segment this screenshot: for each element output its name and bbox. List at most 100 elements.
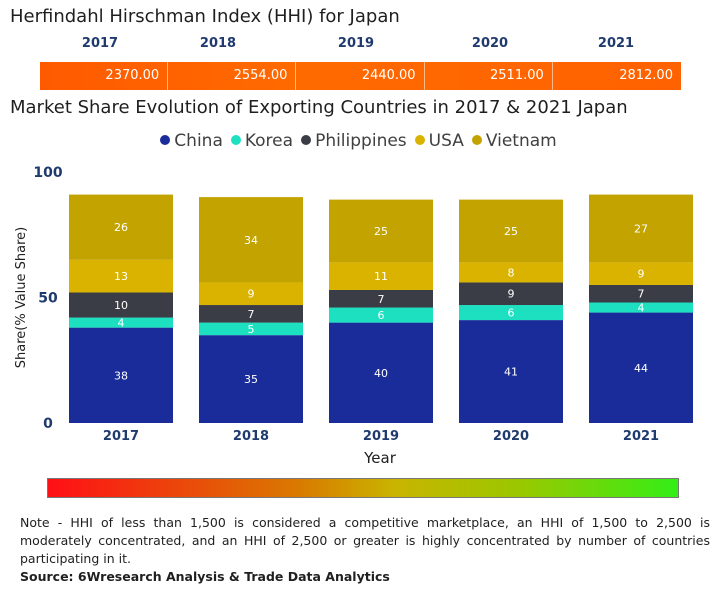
y-tick-label: 50 (38, 291, 58, 307)
hhi-value-bar: 2370.00 2554.00 2440.00 2511.00 2812.00 (40, 62, 681, 90)
bar-segment-philippines (459, 282, 563, 306)
bar-segment-china (589, 312, 693, 423)
hhi-segment: 2812.00 (553, 62, 681, 90)
note-text: Note - HHI of less than 1,500 is conside… (20, 515, 710, 566)
data-label: 26 (114, 221, 128, 234)
data-label: 25 (504, 225, 518, 238)
bar-segment-philippines (329, 289, 433, 308)
data-label: 40 (374, 367, 388, 380)
legend-item-korea: Korea (230, 131, 294, 151)
legend-item-usa: USA (414, 131, 464, 151)
y-axis-label: Share(% Value Share) (14, 227, 29, 369)
data-label: 6 (508, 307, 515, 320)
bar-segment-china (459, 320, 563, 423)
bar-segment-korea (459, 305, 563, 321)
bar-segment-vietnam (589, 194, 693, 263)
hhi-year-label: 2018 (199, 36, 237, 51)
y-tick-label: 100 (33, 165, 62, 181)
bar-segment-philippines (589, 284, 693, 303)
source-text: Source: 6Wresearch Analysis & Trade Data… (20, 569, 390, 584)
bar-segment-philippines (69, 292, 173, 318)
chart-title: Market Share Evolution of Exporting Coun… (10, 97, 628, 118)
x-tick-label: 2021 (623, 429, 659, 444)
bar-segment-vietnam (69, 194, 173, 260)
legend-item-china: China (160, 131, 223, 151)
legend-marker (414, 135, 425, 145)
data-label: 25 (374, 225, 388, 238)
data-label: 4 (118, 317, 125, 330)
bar-segment-korea (329, 307, 433, 323)
bar-segment-china (199, 335, 303, 423)
bar-segment-usa (69, 259, 173, 293)
data-label: 44 (634, 362, 648, 375)
data-label: 4 (638, 302, 645, 315)
data-label: 38 (114, 369, 128, 382)
hhi-year-label: 2017 (81, 36, 119, 51)
data-label: 7 (638, 288, 645, 301)
data-label: 6 (378, 309, 385, 322)
x-tick-label: 2018 (233, 429, 269, 444)
legend-marker (301, 135, 312, 145)
data-label: 9 (508, 288, 515, 301)
data-label: 27 (634, 222, 648, 235)
hhi-year-label: 2020 (471, 36, 509, 51)
bar-segment-korea (69, 317, 173, 328)
data-label: 9 (248, 288, 255, 301)
legend-label: Philippines (315, 131, 407, 151)
bar-segment-china (69, 327, 173, 423)
bar-segment-korea (199, 322, 303, 336)
stacked-bar-chart: 0 50 100 Share(% Value Share) 38 4 10 13 26 2017 3… (14, 165, 693, 467)
data-label: 34 (244, 234, 258, 247)
hhi-segment: 2511.00 (425, 62, 553, 90)
legend-label: USA (428, 131, 464, 151)
data-label: 41 (504, 366, 518, 379)
hhi-value: 2554.00 (233, 68, 288, 83)
bar-segment-china (329, 322, 433, 423)
hhi-title: Herfindahl Hirschman Index (HHI) for Jap… (10, 6, 400, 27)
hhi-value: 2440.00 (361, 68, 416, 83)
hhi-segment: 2440.00 (296, 62, 425, 90)
y-tick-label: 0 (43, 416, 53, 432)
bar-segment-usa (199, 282, 303, 306)
bar-segment-philippines (199, 305, 303, 323)
legend-marker (230, 135, 241, 145)
hhi-segment: 2370.00 (40, 62, 169, 90)
data-label: 11 (374, 270, 388, 283)
legend-marker (160, 135, 171, 145)
hhi-value: 2511.00 (490, 68, 544, 83)
x-tick-label: 2020 (493, 429, 529, 444)
hhi-year-label: 2019 (337, 36, 375, 51)
x-axis-label: Year (363, 449, 397, 467)
hhi-value: 2812.00 (619, 68, 673, 83)
chart-legend: China Korea Philippines USA Vietnam (0, 131, 717, 151)
hhi-segment: 2554.00 (168, 62, 297, 90)
data-label: 7 (378, 293, 385, 306)
legend-label: China (174, 131, 223, 151)
bar-segment-usa (459, 262, 563, 283)
hhi-year-row: 2017 2018 2019 2020 2021 (40, 34, 681, 54)
bar-segment-usa (329, 262, 433, 290)
legend-item-philippines: Philippines (301, 131, 407, 151)
bar-segment-vietnam (329, 199, 433, 263)
x-tick-label: 2019 (363, 429, 399, 444)
data-label: 8 (508, 266, 515, 279)
data-label: 10 (114, 299, 128, 312)
hhi-value: 2370.00 (105, 68, 160, 83)
bar-segment-vietnam (459, 199, 563, 263)
x-tick-label: 2017 (103, 429, 139, 444)
bar-segment-usa (589, 262, 693, 285)
hhi-scale-gradient (47, 478, 679, 498)
data-label: 7 (248, 308, 255, 321)
data-label: 5 (248, 323, 255, 336)
legend-item-vietnam: Vietnam (471, 131, 557, 151)
bar-segment-vietnam (199, 197, 303, 283)
data-label: 35 (244, 373, 258, 386)
bar-segment-korea (589, 302, 693, 313)
legend-marker (471, 135, 482, 145)
data-label: 13 (114, 270, 128, 283)
legend-label: Vietnam (485, 131, 557, 151)
data-label: 9 (638, 268, 645, 281)
note-block: Note - HHI of less than 1,500 is conside… (20, 514, 710, 586)
legend-label: Korea (244, 131, 294, 151)
hhi-year-label: 2021 (597, 36, 635, 51)
